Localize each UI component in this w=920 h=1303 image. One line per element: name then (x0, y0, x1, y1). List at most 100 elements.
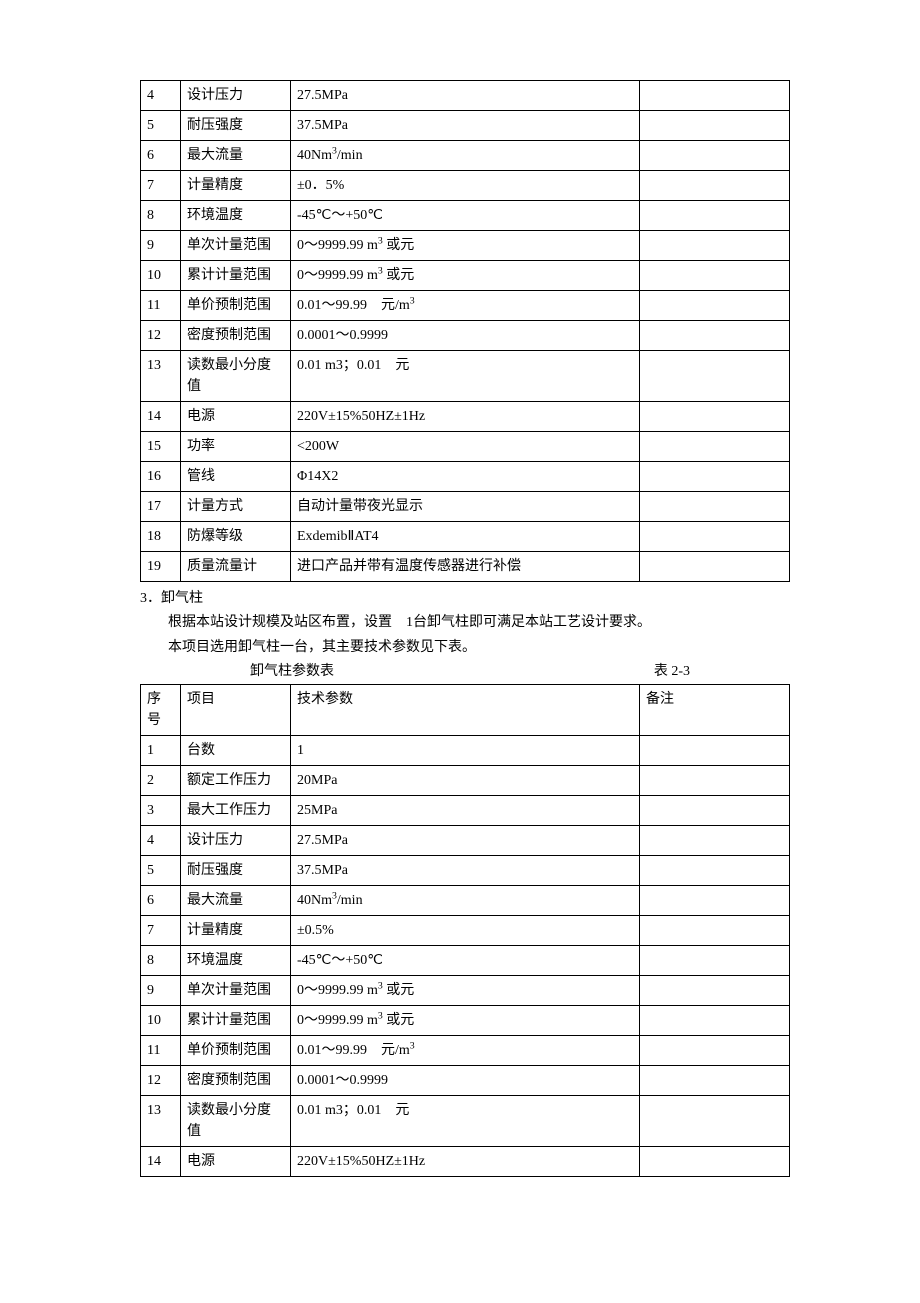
cell-param: ExdemibⅡAT4 (291, 522, 640, 552)
table-row: 4设计压力27.5MPa (141, 825, 790, 855)
cell-item: 累计计量范围 (181, 261, 291, 291)
cell-item: 单价预制范围 (181, 1035, 291, 1065)
cell-item: 最大流量 (181, 141, 291, 171)
cell-param: 0.01～99.99 元/m3 (291, 291, 640, 321)
cell-item: 累计计量范围 (181, 1005, 291, 1035)
table-row: 5耐压强度37.5MPa (141, 855, 790, 885)
cell-item: 密度预制范围 (181, 1065, 291, 1095)
cell-item: 密度预制范围 (181, 321, 291, 351)
cell-item: 单次计量范围 (181, 975, 291, 1005)
cell-param: ±0．5% (291, 171, 640, 201)
cell-param: 0.01～99.99 元/m3 (291, 1035, 640, 1065)
cell-item: 计量精度 (181, 171, 291, 201)
cell-param: -45℃～+50℃ (291, 945, 640, 975)
header-param: 技术参数 (291, 684, 640, 735)
table-row: 11单价预制范围0.01～99.99 元/m3 (141, 1035, 790, 1065)
cell-num: 17 (141, 492, 181, 522)
cell-note (640, 432, 790, 462)
cell-num: 2 (141, 765, 181, 795)
cell-param: 0～9999.99 m3 或元 (291, 975, 640, 1005)
cell-num: 5 (141, 855, 181, 885)
cell-param: ±0.5% (291, 915, 640, 945)
cell-note (640, 765, 790, 795)
cell-item: 电源 (181, 402, 291, 432)
cell-item: 计量精度 (181, 915, 291, 945)
cell-item: 环境温度 (181, 945, 291, 975)
table-row: 5耐压强度37.5MPa (141, 111, 790, 141)
cell-note (640, 351, 790, 402)
cell-item: 台数 (181, 735, 291, 765)
table-row: 4设计压力27.5MPa (141, 81, 790, 111)
cell-param: 40Nm3/min (291, 141, 640, 171)
table-row: 9单次计量范围0～9999.99 m3 或元 (141, 231, 790, 261)
cell-item: 设计压力 (181, 825, 291, 855)
cell-item: 设计压力 (181, 81, 291, 111)
cell-num: 7 (141, 171, 181, 201)
cell-item: 单价预制范围 (181, 291, 291, 321)
cell-num: 6 (141, 141, 181, 171)
table-row: 11单价预制范围0.01～99.99 元/m3 (141, 291, 790, 321)
cell-num: 6 (141, 885, 181, 915)
cell-param: 27.5MPa (291, 825, 640, 855)
cell-note (640, 321, 790, 351)
cell-num: 11 (141, 1035, 181, 1065)
cell-note (640, 1095, 790, 1146)
cell-num: 1 (141, 735, 181, 765)
cell-num: 4 (141, 825, 181, 855)
cell-note (640, 291, 790, 321)
cell-note (640, 81, 790, 111)
cell-note (640, 231, 790, 261)
cell-param: <200W (291, 432, 640, 462)
cell-note (640, 402, 790, 432)
table-2-caption-title: 卸气柱参数表 (250, 661, 334, 683)
table-row: 7计量精度±0.5% (141, 915, 790, 945)
section-paragraph-2: 本项目选用卸气柱一台，其主要技术参数见下表。 (140, 637, 790, 659)
cell-item: 最大流量 (181, 885, 291, 915)
cell-item: 电源 (181, 1146, 291, 1176)
cell-note (640, 825, 790, 855)
cell-param: 27.5MPa (291, 81, 640, 111)
cell-param: 37.5MPa (291, 855, 640, 885)
table-2-caption-ref: 表 2-3 (654, 661, 690, 683)
cell-item: 功率 (181, 432, 291, 462)
cell-note (640, 735, 790, 765)
table-row: 7计量精度±0．5% (141, 171, 790, 201)
section-title: 3．卸气柱 (140, 588, 790, 610)
cell-num: 9 (141, 231, 181, 261)
cell-note (640, 462, 790, 492)
header-num: 序号 (141, 684, 181, 735)
cell-param: 0～9999.99 m3 或元 (291, 261, 640, 291)
cell-param: 40Nm3/min (291, 885, 640, 915)
cell-num: 14 (141, 402, 181, 432)
cell-note (640, 915, 790, 945)
cell-num: 19 (141, 552, 181, 582)
cell-note (640, 1035, 790, 1065)
cell-param: 1 (291, 735, 640, 765)
header-item: 项目 (181, 684, 291, 735)
cell-num: 5 (141, 111, 181, 141)
cell-item: 环境温度 (181, 201, 291, 231)
cell-note (640, 492, 790, 522)
cell-note (640, 885, 790, 915)
table-row: 2额定工作压力20MPa (141, 765, 790, 795)
table-row: 3最大工作压力25MPa (141, 795, 790, 825)
header-note: 备注 (640, 684, 790, 735)
table-row: 14电源220V±15%50HZ±1Hz (141, 402, 790, 432)
cell-num: 7 (141, 915, 181, 945)
cell-param: 进口产品并带有温度传感器进行补偿 (291, 552, 640, 582)
cell-item: 单次计量范围 (181, 231, 291, 261)
cell-item: 防爆等级 (181, 522, 291, 552)
cell-item: 读数最小分度值 (181, 351, 291, 402)
table-row: 8环境温度-45℃～+50℃ (141, 201, 790, 231)
cell-param: 20MPa (291, 765, 640, 795)
table-row: 15功率<200W (141, 432, 790, 462)
cell-param: 0.0001～0.9999 (291, 1065, 640, 1095)
cell-param: 37.5MPa (291, 111, 640, 141)
table-row: 12密度预制范围0.0001～0.9999 (141, 1065, 790, 1095)
cell-num: 12 (141, 1065, 181, 1095)
cell-num: 11 (141, 291, 181, 321)
table-row: 18防爆等级ExdemibⅡAT4 (141, 522, 790, 552)
table-row: 19质量流量计进口产品并带有温度传感器进行补偿 (141, 552, 790, 582)
cell-param: 25MPa (291, 795, 640, 825)
cell-note (640, 111, 790, 141)
